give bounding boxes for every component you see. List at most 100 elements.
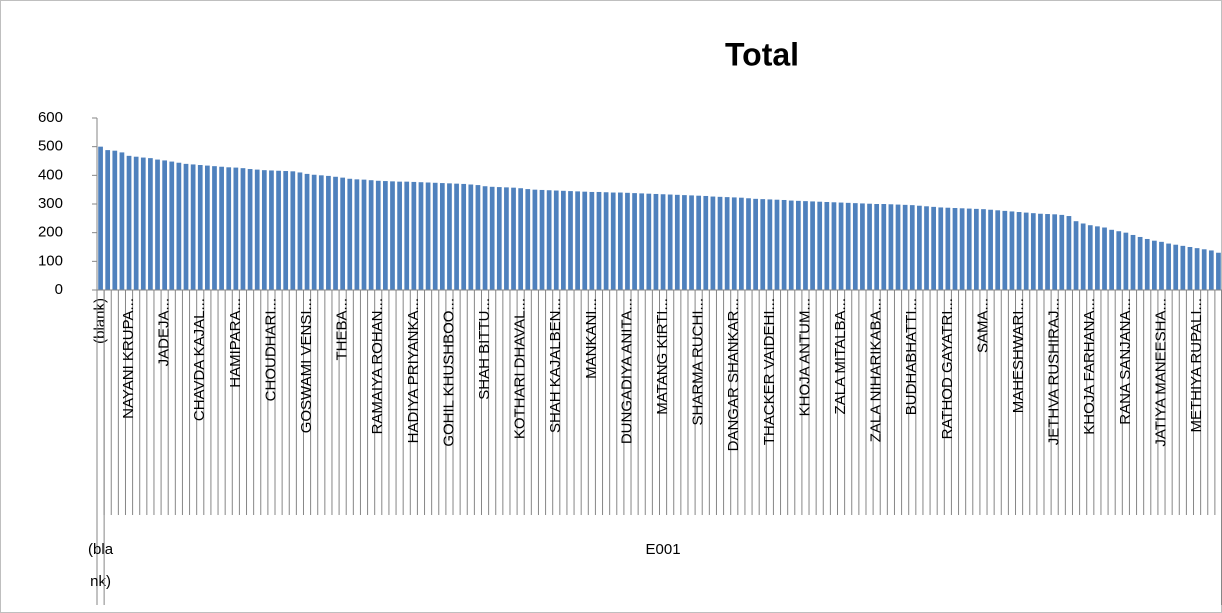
bar — [205, 165, 210, 290]
x-tick-label: SHARMA RUCHI... — [690, 298, 707, 426]
bar — [1137, 236, 1143, 290]
bar — [724, 197, 730, 290]
bar — [952, 208, 958, 290]
bar — [496, 187, 502, 290]
bar — [105, 150, 111, 290]
bar — [860, 203, 865, 290]
bar — [803, 201, 808, 290]
bar — [219, 166, 224, 290]
bar — [475, 185, 481, 290]
bar — [995, 210, 1001, 290]
x-tick-label: KHOJA ANTUM... — [796, 298, 813, 416]
bar — [418, 182, 424, 290]
bar — [703, 195, 709, 290]
bar — [945, 207, 951, 290]
bar — [881, 204, 887, 290]
bar — [774, 199, 780, 290]
bar — [1009, 211, 1015, 290]
bar — [240, 168, 246, 290]
bar — [1173, 244, 1179, 290]
bar — [1002, 210, 1008, 290]
bar — [261, 170, 267, 290]
bar — [525, 189, 531, 290]
bar — [553, 190, 559, 290]
bar — [902, 204, 908, 290]
bar — [518, 188, 524, 290]
y-tick-label: 600 — [38, 109, 63, 126]
bar — [447, 183, 452, 290]
x-tick-label: ZALA NIHARIKABA... — [868, 298, 885, 442]
bar — [973, 208, 979, 290]
y-tick-label: 300 — [38, 195, 63, 212]
bar — [340, 177, 346, 290]
bar — [1102, 227, 1107, 290]
bar — [347, 178, 353, 290]
bar — [561, 190, 566, 290]
bar — [482, 186, 488, 290]
x-tick-label: METHIYA RUPALI... — [1188, 298, 1205, 432]
bar — [1066, 216, 1072, 290]
bar — [454, 183, 459, 290]
bar — [511, 187, 516, 290]
bar — [1016, 212, 1022, 290]
bar — [1059, 214, 1065, 290]
group-label: E001 — [646, 541, 681, 558]
bar — [852, 203, 858, 290]
bar — [667, 194, 673, 290]
bar — [1023, 212, 1029, 290]
bar — [632, 193, 637, 290]
x-tick-label: THEBA... — [334, 298, 351, 361]
bar — [1038, 213, 1043, 290]
bar — [1087, 225, 1093, 290]
x-tick-label: CHOUDHARI... — [262, 298, 279, 401]
bar — [575, 191, 580, 290]
bar — [888, 204, 894, 290]
bar — [845, 202, 851, 290]
bar — [981, 209, 986, 290]
bar — [269, 170, 274, 290]
bar — [304, 173, 310, 290]
x-tick-label: (blank) — [92, 298, 109, 344]
bar — [425, 182, 431, 290]
bar — [660, 194, 666, 290]
bar — [746, 198, 751, 290]
bar — [810, 201, 815, 290]
bar — [1123, 232, 1129, 290]
x-tick-label: GOSWAMI VENSI... — [298, 298, 315, 433]
bar — [1109, 229, 1114, 290]
bar — [1030, 213, 1036, 290]
x-tick-label: CHAVDA KAJAL... — [191, 298, 208, 421]
bar — [226, 167, 232, 290]
bar — [831, 202, 837, 290]
y-tick-label: 500 — [38, 138, 63, 155]
bar — [1166, 243, 1171, 290]
bar — [133, 156, 139, 290]
bar — [489, 186, 495, 290]
bar — [689, 195, 694, 290]
bar — [1208, 250, 1214, 290]
group-label: (bla nk) — [88, 541, 114, 590]
bar — [788, 200, 794, 290]
bar — [411, 181, 417, 290]
bar — [1116, 231, 1122, 290]
bar — [1194, 248, 1200, 290]
bar — [1187, 247, 1193, 290]
bar — [176, 162, 182, 290]
bar — [354, 179, 360, 290]
bar — [112, 150, 118, 290]
bar — [639, 193, 645, 290]
x-tick-label: HAMIPARA... — [227, 298, 244, 388]
bar — [439, 183, 445, 290]
bar — [197, 165, 203, 290]
bar — [390, 181, 395, 290]
bar — [1180, 245, 1186, 290]
x-tick-label: RANA SANJANA... — [1117, 298, 1134, 425]
x-tick-label: MAHESHWARI... — [1010, 298, 1027, 413]
bar — [603, 192, 609, 290]
bar — [404, 181, 410, 290]
bar — [966, 208, 972, 290]
y-tick-label: 200 — [38, 224, 63, 241]
bar — [1095, 226, 1100, 290]
bar — [674, 194, 680, 290]
